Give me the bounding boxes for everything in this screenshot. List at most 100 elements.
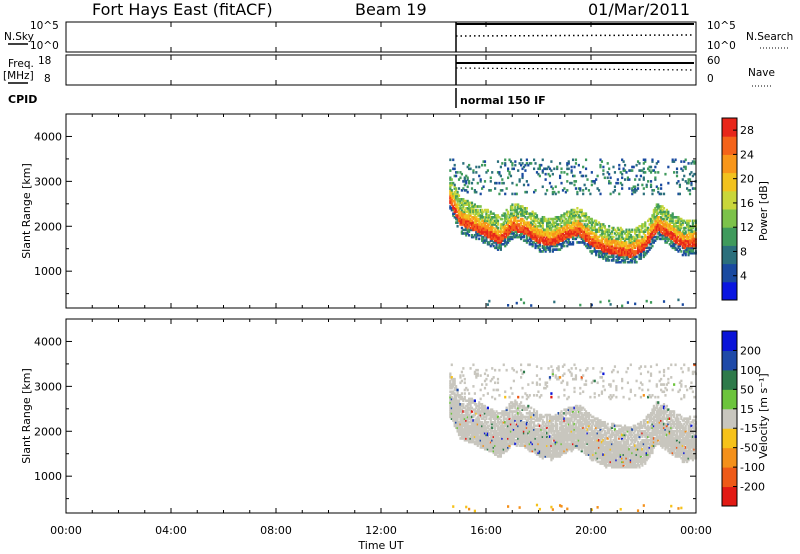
power-cell [460,212,463,215]
power-cell [566,228,569,232]
power-cell [681,178,684,181]
velocity-cell [504,437,507,440]
velocity-cell [548,377,552,381]
power-cell [535,244,539,248]
power-cell [600,248,604,251]
power-cell [468,219,471,223]
velocity-cell [514,404,517,408]
velocity-cell [508,413,511,417]
power-cell [521,167,524,171]
velocity-cell [482,440,485,444]
power-cell [534,237,537,241]
power-cell [680,239,683,242]
power-cell [605,251,608,255]
power-cell [534,189,537,192]
power-cell [683,219,686,223]
velocity-cell [496,447,500,451]
power-cell [472,221,475,224]
power-cell [564,232,567,235]
velocity-cell [571,433,575,437]
velocity-cell [560,415,563,419]
power-cell [534,246,537,250]
velocity-cell [567,410,570,413]
power-cell [619,244,622,248]
power-cell [621,255,624,259]
velocity-cell [455,388,458,392]
velocity-cell [483,446,487,449]
power-cell [574,230,578,233]
velocity-cell [515,370,518,374]
power-cell [465,221,468,224]
velocity-cell [569,419,572,422]
power-cell [449,198,452,201]
velocity-cell [576,435,579,438]
power-cell [690,228,693,232]
velocity-cell [498,417,501,420]
velocity-cell [479,422,482,426]
power-cell [688,248,692,251]
velocity-cell [481,413,484,417]
power-cell [538,165,541,169]
velocity-cell [456,428,459,431]
velocity-cell [573,429,576,433]
power-cell [648,235,651,239]
velocity-cell [495,449,498,453]
velocity-cell [577,440,580,444]
velocity-cell [577,437,580,440]
power-cell [505,233,508,237]
power-cell [670,226,673,230]
power-cell [612,239,615,242]
velocity-cell [452,385,455,388]
velocity-cell [452,404,455,408]
power-cell [609,251,612,255]
velocity-cell [534,412,537,415]
velocity-cell [557,447,560,451]
power-cell [577,223,580,226]
power-cell [610,230,614,233]
velocity-cell [473,392,476,395]
power-cell [528,221,531,224]
power-cell [609,250,612,253]
velocity-cell [472,429,475,433]
power-cell [545,232,549,235]
power-cell [619,171,622,174]
power-cell [580,210,583,214]
power-cell [654,165,657,169]
velocity-cell [459,381,462,385]
velocity-cell [570,428,573,431]
velocity-cell [505,424,508,428]
velocity-cell [479,435,482,438]
power-cell [684,230,687,233]
power-cell [455,214,458,217]
velocity-cell [544,440,547,444]
velocity-cell [517,395,520,399]
power-cell [462,221,465,224]
power-cell [576,210,579,214]
velocity-cell [535,438,539,442]
power-cell [456,190,459,194]
power-cell [608,255,611,259]
power-cell [649,232,653,235]
power-cell [621,235,624,239]
velocity-cell [466,433,469,437]
power-cell [550,237,553,241]
velocity-cell [515,412,518,415]
power-cell [466,201,469,205]
power-cell [470,226,474,230]
velocity-cell [537,440,540,444]
velocity-cell [462,429,465,433]
power-cell [651,158,654,162]
power-cell [615,230,618,233]
velocity-cell [574,444,578,447]
power-cell [521,230,524,233]
velocity-cell [482,413,485,417]
velocity-cell [466,437,469,440]
velocity-cell [501,433,504,437]
power-cell [625,242,628,246]
velocity-cell [453,403,456,406]
velocity-cell [511,412,514,415]
power-cell [670,217,673,221]
velocity-cell [508,442,511,446]
power-cell [525,224,528,228]
power-cell [530,304,533,307]
